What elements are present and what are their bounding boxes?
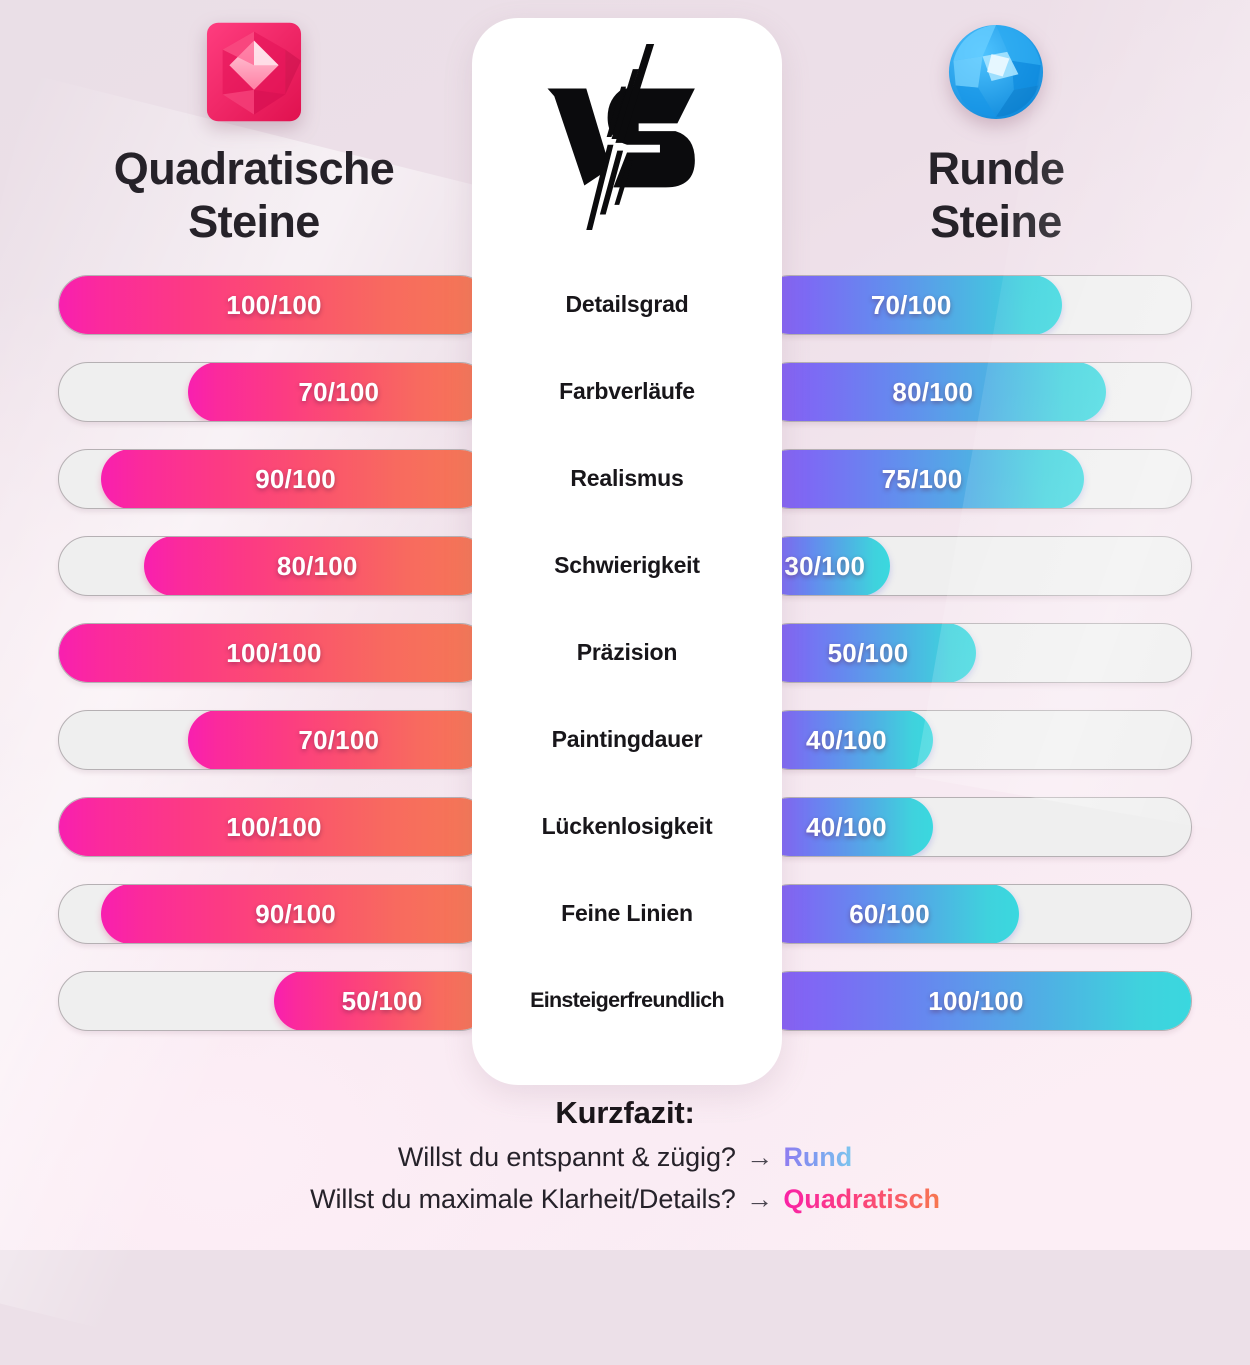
feature-label: Detailsgrad [565, 291, 689, 318]
bar-track-right [760, 710, 1192, 770]
conclusion-line-2: Willst du maximale Klarheit/Details? → Q… [0, 1184, 1250, 1215]
center-feature-card: Detailsgrad Farbverläufe Realismus Schwieri… [472, 18, 782, 1085]
bar-track-left [58, 884, 490, 944]
right-column-header: Runde Steine [786, 16, 1206, 248]
bar-fill-left [101, 450, 489, 508]
bar-track-left [58, 362, 490, 422]
conclusion-line-1-text: Willst du entspannt & zügig? [397, 1142, 736, 1172]
bar-track-left [58, 971, 490, 1031]
bar-track-right [760, 971, 1192, 1031]
bar-track-right [760, 884, 1192, 944]
bar-track-left [58, 710, 490, 770]
bar-fill-left [101, 885, 489, 943]
bar-fill-right [761, 885, 1020, 943]
bar-fill-left [274, 972, 489, 1030]
left-title-line2: Steine [188, 196, 320, 248]
feature-row: Feine Linien [472, 884, 782, 944]
round-gem-icon [948, 24, 1044, 120]
bar-track-left [58, 275, 490, 335]
bar-fill-right [761, 276, 1063, 334]
feature-label: Einsteigerfreundlich [530, 988, 725, 1013]
feature-row: Detailsgrad [472, 275, 782, 335]
feature-label: Lückenlosigkeit [541, 813, 713, 840]
feature-row: Präzision [472, 623, 782, 683]
vs-logo-icon [547, 43, 695, 231]
feature-row: Realismus [472, 449, 782, 509]
bar-fill-left [59, 798, 489, 856]
bar-track-left [58, 449, 490, 509]
conclusion-keyword-quadratisch: Quadratisch [783, 1184, 940, 1214]
feature-row: Paintingdauer [472, 710, 782, 770]
bar-fill-left [59, 624, 489, 682]
bar-fill-right [761, 450, 1084, 508]
bar-track-right [760, 275, 1192, 335]
bar-track-left [58, 623, 490, 683]
bar-track-left [58, 797, 490, 857]
feature-label: Schwierigkeit [554, 552, 700, 579]
bar-fill-left [59, 276, 489, 334]
bar-track-right [760, 362, 1192, 422]
conclusion-heading: Kurzfazit: [555, 1095, 695, 1130]
feature-label: Feine Linien [561, 900, 693, 927]
bar-track-right [760, 449, 1192, 509]
bar-fill-right [761, 624, 976, 682]
bar-track-right [760, 536, 1192, 596]
conclusion-section: Kurzfazit: Willst du entspannt & zügig? … [0, 1095, 1250, 1215]
arrow-icon-2: → [746, 1184, 773, 1214]
feature-row: Schwierigkeit [472, 536, 782, 596]
bar-fill-left [144, 537, 489, 595]
bar-fill-right [761, 972, 1191, 1030]
left-column-header: Quadratische Steine [44, 16, 464, 248]
feature-label: Realismus [570, 465, 684, 492]
bar-track-left [58, 536, 490, 596]
feature-row: Farbverläufe [472, 362, 782, 422]
square-gem-icon [206, 22, 302, 122]
bar-fill-right [761, 363, 1106, 421]
feature-label: Präzision [576, 639, 678, 666]
feature-label: Farbverläufe [559, 378, 695, 405]
right-title-line2: Steine [930, 196, 1062, 248]
infographic-canvas: Quadratische Steine Runde Steine 100/100… [0, 0, 1250, 1250]
conclusion-line-1: Willst du entspannt & zügig? → Rund [0, 1142, 1250, 1173]
bar-fill-right [761, 537, 890, 595]
conclusion-keyword-rund: Rund [783, 1142, 853, 1172]
bar-track-right [760, 623, 1192, 683]
bar-fill-left [187, 363, 489, 421]
conclusion-line-2-text: Willst du maximale Klarheit/Details? [310, 1184, 736, 1214]
arrow-icon-1: → [746, 1142, 774, 1172]
right-title-line1: Runde [927, 143, 1066, 194]
bar-fill-right [761, 711, 933, 769]
feature-row: Einsteigerfreundlich [472, 971, 782, 1031]
left-title-line1: Quadratische [113, 143, 395, 194]
feature-label: Paintingdauer [551, 726, 703, 753]
bar-fill-right [761, 798, 933, 856]
bar-track-right [760, 797, 1192, 857]
feature-row: Lückenlosigkeit [472, 797, 782, 857]
bar-fill-left [187, 711, 489, 769]
